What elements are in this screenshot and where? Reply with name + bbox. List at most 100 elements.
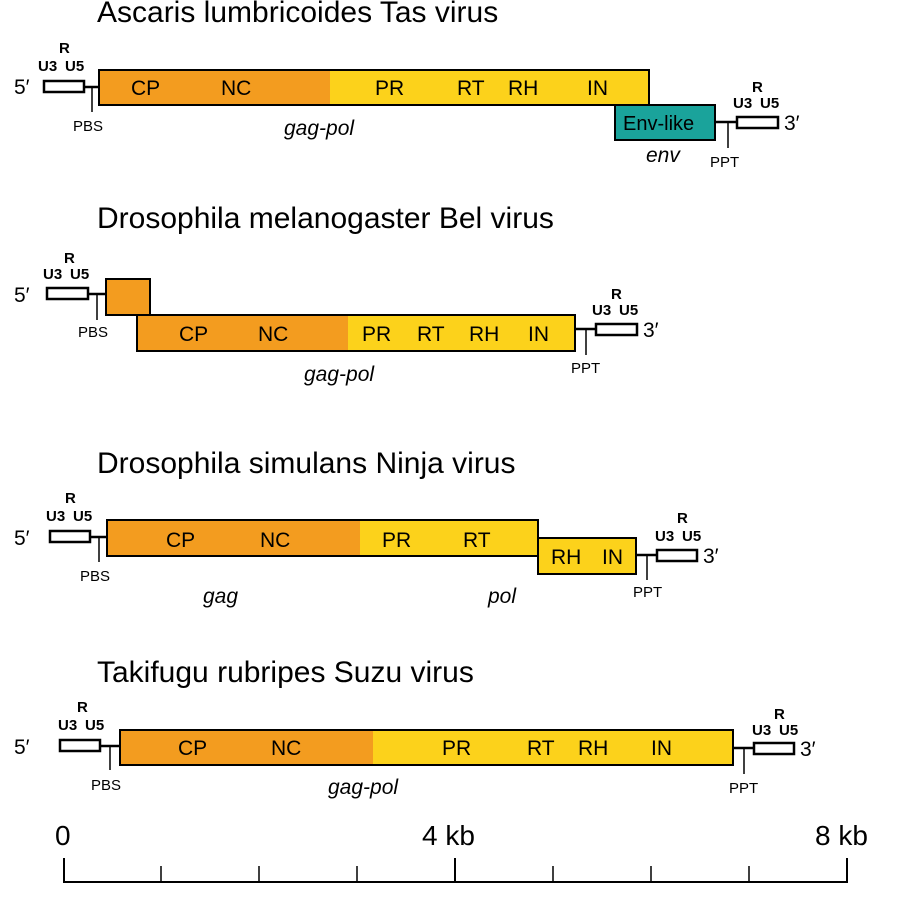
ltr5-u5-label: U5 (65, 58, 84, 75)
ppt-label: PPT (633, 584, 662, 601)
domain-cp: CP (179, 323, 208, 346)
domain-in: IN (528, 323, 549, 346)
gag-region (137, 315, 348, 351)
ltr3-u3-label: U3 (592, 302, 611, 319)
ltr5-u3-label: U3 (43, 266, 62, 283)
pbs-label: PBS (73, 118, 103, 135)
scale-label-4kb: 4 kb (422, 820, 475, 851)
gag-region (120, 730, 373, 765)
scale-label-0: 0 (55, 820, 71, 851)
domain-in: IN (587, 77, 608, 100)
ltr5-u5-label: U5 (70, 266, 89, 283)
ltr5-box (58, 738, 102, 753)
ltr3-u5-label: U5 (619, 302, 638, 319)
ltr3-box (735, 115, 780, 130)
ppt-label: PPT (729, 780, 758, 797)
ltr3-box (752, 741, 796, 756)
domain-pr: PR (362, 323, 391, 346)
domain-nc: NC (221, 77, 251, 100)
ltr5-u5-label: U5 (85, 717, 104, 734)
three-prime-label: 3′ (703, 545, 719, 568)
ltr5-box (48, 529, 92, 544)
domain-pr: PR (382, 529, 411, 552)
ppt-label: PPT (571, 360, 600, 377)
domain-rh: RH (508, 77, 538, 100)
gag-region (99, 70, 330, 105)
three-prime-label: 3′ (800, 738, 816, 761)
five-prime-label: 5′ (14, 736, 30, 759)
domain-rh: RH (551, 546, 581, 569)
ltr3-u5-label: U5 (682, 528, 701, 545)
pol-region (373, 730, 733, 765)
pbs-label: PBS (91, 777, 121, 794)
ltr3-box (594, 322, 639, 337)
scale-bar: 0 4 kb 8 kb (55, 820, 868, 883)
gene-pol-label: pol (487, 585, 517, 608)
domain-env-like: Env-like (623, 113, 694, 135)
genome-title: Drosophila simulans Ninja virus (97, 447, 516, 480)
ltr5-r-label: R (59, 40, 70, 57)
domain-rh: RH (578, 737, 608, 760)
gag-region (107, 520, 360, 556)
ltr5-u3-label: U3 (46, 508, 65, 525)
genome-title: Ascaris lumbricoides Tas virus (97, 0, 498, 29)
domain-in: IN (602, 546, 623, 569)
gene-env-label: env (646, 144, 681, 167)
genome-bel: Drosophila melanogaster Bel virus R U3 U… (14, 202, 659, 386)
ltr5-u5-label: U5 (73, 508, 92, 525)
three-prime-label: 3′ (643, 319, 659, 342)
domain-cp: CP (178, 737, 207, 760)
gag-pol-orf (136, 314, 576, 352)
pbs-label: PBS (80, 568, 110, 585)
genome-title: Takifugu rubripes Suzu virus (97, 656, 474, 689)
pol-region (348, 315, 575, 351)
leader-orf (105, 278, 151, 316)
genome-title: Drosophila melanogaster Bel virus (97, 202, 554, 235)
ltr3-r-label: R (752, 79, 763, 96)
pol-region (360, 520, 538, 556)
gene-gag-pol-label: gag-pol (284, 117, 355, 140)
five-prime-label: 5′ (14, 527, 30, 550)
ltr3-r-label: R (677, 510, 688, 527)
ltr3-r-label: R (774, 706, 785, 723)
domain-cp: CP (166, 529, 195, 552)
gene-gag-label: gag (203, 585, 238, 608)
gene-gag-pol-label: gag-pol (328, 776, 399, 799)
gag-pol-orf (98, 69, 650, 106)
ltr5-box (45, 286, 90, 301)
ltr3-r-label: R (611, 286, 622, 303)
ltr5-r-label: R (64, 250, 75, 267)
pol-orf (537, 537, 637, 575)
ltr3-u3-label: U3 (655, 528, 674, 545)
domain-rh: RH (469, 323, 499, 346)
domain-rt: RT (463, 529, 491, 552)
genome-tas: Ascaris lumbricoides Tas virus R U3 U5 5… (14, 0, 800, 171)
ltr5-r-label: R (65, 490, 76, 507)
pol-region (330, 70, 649, 105)
ltr5-u3-label: U3 (58, 717, 77, 734)
genome-suzu: Takifugu rubripes Suzu virus R U3 U5 5′ … (14, 656, 816, 799)
domain-rt: RT (457, 77, 485, 100)
domain-pr: PR (375, 77, 404, 100)
gene-gag-pol-label: gag-pol (304, 363, 375, 386)
five-prime-label: 5′ (14, 284, 30, 307)
ltr3-u3-label: U3 (733, 95, 752, 112)
scale-label-8kb: 8 kb (815, 820, 868, 851)
domain-rt: RT (417, 323, 445, 346)
domain-in: IN (651, 737, 672, 760)
domain-nc: NC (260, 529, 290, 552)
ltr5-box (42, 79, 86, 94)
ltr3-u5-label: U5 (760, 95, 779, 112)
ltr3-u5-label: U5 (779, 722, 798, 739)
domain-nc: NC (271, 737, 301, 760)
pbs-label: PBS (78, 324, 108, 341)
ltr5-u3-label: U3 (38, 58, 57, 75)
five-prime-label: 5′ (14, 76, 30, 99)
domain-rt: RT (527, 737, 555, 760)
ltr3-u3-label: U3 (752, 722, 771, 739)
domain-pr: PR (442, 737, 471, 760)
ppt-label: PPT (710, 154, 739, 171)
genome-ninja: Drosophila simulans Ninja virus R U3 U5 … (14, 447, 719, 608)
domain-nc: NC (258, 323, 288, 346)
